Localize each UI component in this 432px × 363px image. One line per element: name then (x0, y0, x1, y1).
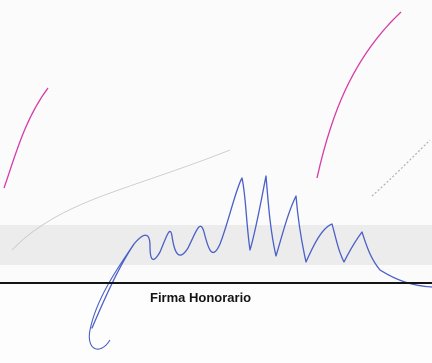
signature-caption: Firma Honorario (150, 290, 252, 305)
grey-background-band (0, 225, 432, 265)
magenta-stroke-right (316, 11, 402, 179)
magenta-stroke-left (3, 87, 49, 189)
signature-line (0, 282, 432, 284)
faint-dotted-stroke (371, 139, 431, 197)
